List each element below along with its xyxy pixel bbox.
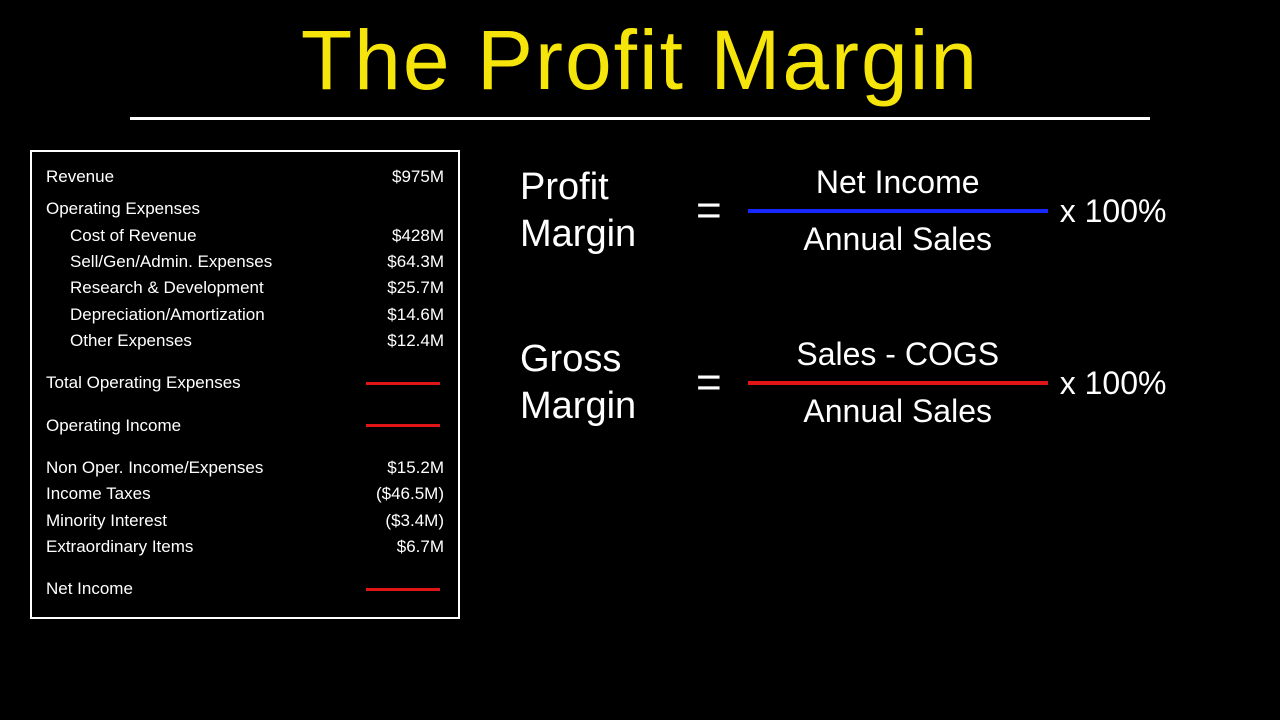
table-row: Sell/Gen/Admin. Expenses $64.3M xyxy=(46,249,444,275)
fraction-bar xyxy=(748,381,1048,385)
fraction: Net Income Annual Sales xyxy=(748,160,1048,262)
below-line-label: Extraordinary Items xyxy=(46,534,193,560)
lhs-line: Margin xyxy=(520,211,670,259)
content-region: Revenue $975M Operating Expenses Cost of… xyxy=(0,120,1280,619)
lhs-line: Profit xyxy=(520,164,670,212)
times-hundred: x 100% xyxy=(1048,193,1167,230)
table-row: Revenue $975M xyxy=(46,164,444,190)
denominator: Annual Sales xyxy=(793,217,1002,262)
lhs-line: Margin xyxy=(520,383,670,431)
times-hundred: x 100% xyxy=(1048,365,1167,402)
expense-value: $12.4M xyxy=(387,328,444,354)
table-row: Total Operating Expenses xyxy=(46,370,444,396)
table-row: Net Income xyxy=(46,576,444,602)
gross-margin-formula: Gross Margin = Sales - COGS Annual Sales… xyxy=(520,332,1260,434)
table-row: Non Oper. Income/Expenses $15.2M xyxy=(46,455,444,481)
expense-label: Sell/Gen/Admin. Expenses xyxy=(70,249,272,275)
numerator: Sales - COGS xyxy=(786,332,1009,377)
table-row: Extraordinary Items $6.7M xyxy=(46,534,444,560)
income-statement-box: Revenue $975M Operating Expenses Cost of… xyxy=(30,150,460,619)
expense-label: Research & Development xyxy=(70,275,264,301)
blank-underline xyxy=(366,588,440,591)
below-line-value: $6.7M xyxy=(397,534,444,560)
blank-underline xyxy=(366,382,440,385)
fraction: Sales - COGS Annual Sales xyxy=(748,332,1048,434)
below-line-label: Minority Interest xyxy=(46,508,167,534)
below-line-value: ($3.4M) xyxy=(385,508,444,534)
expense-label: Depreciation/Amortization xyxy=(70,302,265,328)
denominator: Annual Sales xyxy=(793,389,1002,434)
blank-underline xyxy=(366,424,440,427)
table-row: Minority Interest ($3.4M) xyxy=(46,508,444,534)
operating-expenses-label: Operating Expenses xyxy=(46,196,200,222)
below-line-label: Income Taxes xyxy=(46,481,151,507)
table-row: Operating Income xyxy=(46,413,444,439)
revenue-label: Revenue xyxy=(46,164,114,190)
formula-lhs: Gross Margin xyxy=(520,336,670,431)
table-row: Other Expenses $12.4M xyxy=(46,328,444,354)
expense-value: $14.6M xyxy=(387,302,444,328)
expense-label: Cost of Revenue xyxy=(70,223,197,249)
operating-income-label: Operating Income xyxy=(46,413,181,439)
table-row: Income Taxes ($46.5M) xyxy=(46,481,444,507)
formula-lhs: Profit Margin xyxy=(520,164,670,259)
expense-value: $428M xyxy=(392,223,444,249)
table-row: Research & Development $25.7M xyxy=(46,275,444,301)
total-op-expenses-label: Total Operating Expenses xyxy=(46,370,241,396)
table-row: Cost of Revenue $428M xyxy=(46,223,444,249)
table-row: Operating Expenses xyxy=(46,196,444,222)
page-title: The Profit Margin xyxy=(0,0,1280,109)
equals-sign: = xyxy=(670,186,748,236)
expense-value: $25.7M xyxy=(387,275,444,301)
net-income-label: Net Income xyxy=(46,576,133,602)
formulas-region: Profit Margin = Net Income Annual Sales … xyxy=(460,150,1260,619)
equals-sign: = xyxy=(670,358,748,408)
lhs-line: Gross xyxy=(520,336,670,384)
fraction-bar xyxy=(748,209,1048,213)
table-row: Depreciation/Amortization $14.6M xyxy=(46,302,444,328)
below-line-value: ($46.5M) xyxy=(376,481,444,507)
numerator: Net Income xyxy=(806,160,990,205)
below-line-label: Non Oper. Income/Expenses xyxy=(46,455,263,481)
expense-value: $64.3M xyxy=(387,249,444,275)
profit-margin-formula: Profit Margin = Net Income Annual Sales … xyxy=(520,160,1260,262)
revenue-value: $975M xyxy=(392,164,444,190)
below-line-value: $15.2M xyxy=(387,455,444,481)
expense-label: Other Expenses xyxy=(70,328,192,354)
